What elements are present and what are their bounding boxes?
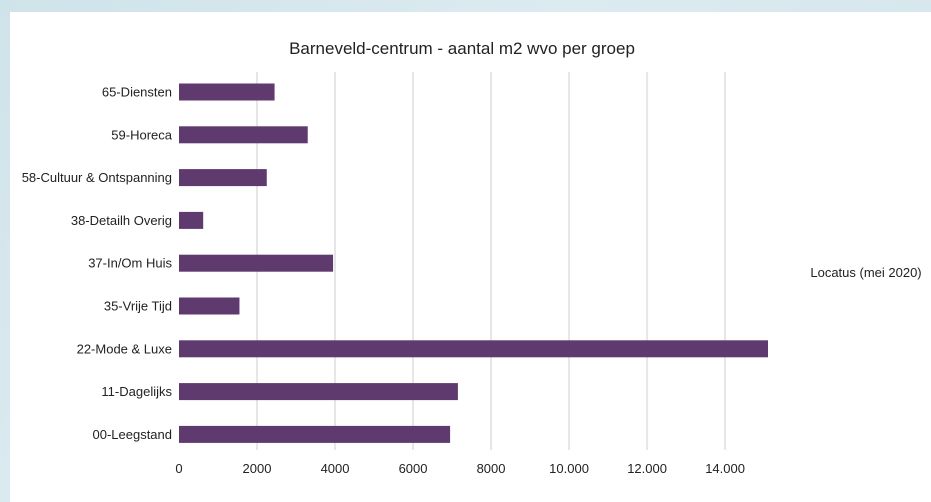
x-tick-label: 4000 (321, 461, 350, 476)
category-label: 38-Detailh Overig (71, 213, 172, 228)
category-label: 11-Dagelijks (101, 384, 172, 399)
bar (179, 83, 275, 101)
x-tick-label: 8000 (477, 461, 506, 476)
x-tick-label: 6000 (399, 461, 428, 476)
x-tick-label: 10.000 (549, 461, 589, 476)
bar (179, 169, 267, 187)
bar (179, 297, 240, 315)
category-label: 65-Diensten (102, 85, 172, 100)
bar (179, 211, 204, 229)
bar (179, 425, 451, 443)
category-label: 00-Leegstand (92, 427, 172, 442)
bar (179, 254, 334, 272)
category-labels: 65-Diensten 59-Horeca 58-Cultuur & Ontspan… (22, 85, 173, 442)
category-label: 22-Mode & Luxe (77, 341, 172, 356)
chart-panel (10, 12, 931, 502)
x-tick-label: 2000 (243, 461, 272, 476)
bars (179, 83, 768, 443)
bar (179, 340, 768, 358)
bar (179, 383, 458, 401)
x-tick-label: 0 (175, 461, 182, 476)
category-label: 37-In/Om Huis (88, 256, 172, 271)
chart-title: Barneveld-centrum - aantal m2 wvo per gr… (289, 39, 635, 58)
bar (179, 126, 308, 144)
source-note: Locatus (mei 2020) (810, 265, 921, 280)
x-tick-labels: 0 2000 4000 6000 8000 10.000 12.000 14.000 (175, 461, 745, 476)
category-label: 35-Vrije Tijd (104, 299, 172, 314)
category-label: 58-Cultuur & Ontspanning (22, 170, 172, 185)
category-label: 59-Horeca (111, 127, 172, 142)
x-tick-label: 12.000 (627, 461, 667, 476)
x-tick-label: 14.000 (705, 461, 745, 476)
